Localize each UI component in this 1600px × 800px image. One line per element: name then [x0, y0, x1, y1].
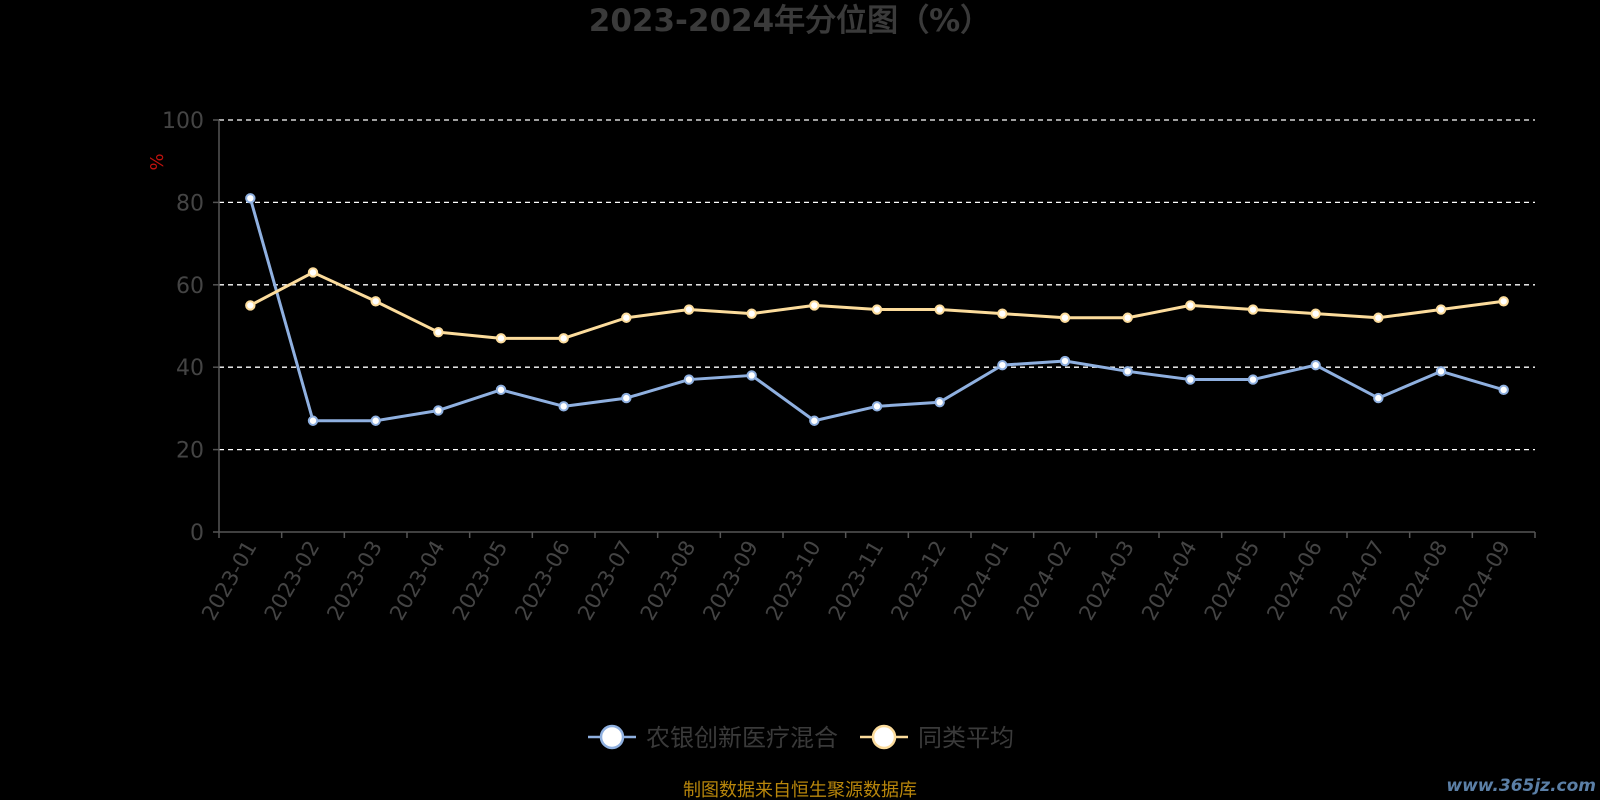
x-tick-label: 2024-07 [1325, 537, 1390, 625]
data-point [683, 374, 695, 385]
x-tick-label: 2023-01 [197, 537, 262, 625]
data-point [871, 304, 883, 315]
x-tick-label: 2023-10 [761, 537, 826, 625]
data-point [307, 267, 319, 278]
x-tick-label: 2023-09 [698, 537, 763, 625]
chart-title: 2023-2024年分位图（%） [589, 3, 992, 39]
x-tick-label: 2024-05 [1200, 537, 1265, 625]
y-tick-label: 100 [162, 109, 204, 134]
legend-item-1[interactable]: 同类平均 [860, 724, 1014, 752]
x-tick-label: 2023-08 [636, 537, 701, 625]
data-point [809, 415, 820, 426]
legend-label: 同类平均 [918, 724, 1014, 752]
data-point [433, 326, 444, 338]
data-point [1122, 312, 1133, 323]
x-tick-label: 2023-07 [573, 537, 638, 625]
x-tick-label: 2023-11 [824, 537, 889, 625]
data-source-note: 制图数据来自恒生聚源数据库 [683, 780, 917, 800]
x-tick-label: 2024-08 [1388, 537, 1453, 625]
data-point [683, 304, 695, 315]
x-tick-label: 2023-04 [385, 537, 450, 625]
data-point [1310, 359, 1321, 371]
data-point [621, 392, 632, 404]
watermark: www.365jz.com [1446, 776, 1596, 796]
data-point [245, 193, 256, 204]
legend-marker [599, 724, 625, 750]
data-point [558, 401, 569, 412]
axes [213, 119, 1536, 538]
data-point [495, 384, 507, 396]
x-tick-label: 2024-01 [949, 537, 1014, 625]
data-point [1122, 366, 1133, 377]
data-point [495, 333, 507, 344]
data-point [370, 296, 381, 307]
data-point [1059, 355, 1071, 367]
data-point [370, 415, 381, 426]
grid-lines [219, 119, 1535, 451]
y-tick-label: 20 [176, 439, 204, 464]
series-group [245, 193, 1509, 426]
y-axis-unit-label: % [147, 153, 168, 170]
data-point [1373, 312, 1384, 323]
x-tick-label: 2023-06 [510, 537, 575, 625]
y-tick-label: 40 [176, 356, 204, 381]
x-tick-label: 2023-03 [322, 537, 387, 625]
data-point [746, 370, 757, 381]
x-tick-label: 2024-04 [1137, 537, 1202, 625]
x-tick-label: 2023-12 [886, 537, 951, 625]
data-point [1247, 374, 1259, 385]
data-point [307, 415, 319, 426]
x-tick-label: 2023-05 [448, 537, 513, 625]
data-point [1310, 308, 1321, 319]
x-axis-ticks: 2023-012023-022023-032023-042023-052023-… [197, 537, 1515, 625]
x-tick-label: 2024-02 [1012, 537, 1077, 625]
legend-item-0[interactable]: 农银创新医疗混合 [588, 724, 838, 752]
data-point [871, 401, 883, 412]
legend[interactable]: 农银创新医疗混合 同类平均 [588, 724, 1014, 752]
x-tick-label: 2024-03 [1074, 537, 1139, 625]
data-point [1185, 300, 1196, 311]
data-point [997, 308, 1008, 319]
data-point [1373, 392, 1384, 404]
x-tick-label: 2023-02 [260, 537, 325, 625]
data-point [934, 304, 945, 315]
x-tick-label: 2024-09 [1450, 537, 1515, 625]
data-point [245, 300, 256, 311]
series-1 [245, 267, 1509, 344]
data-point [558, 333, 569, 344]
data-point [1185, 374, 1196, 385]
x-tick-label: 2024-06 [1262, 537, 1327, 625]
data-point [997, 359, 1008, 371]
data-point [1435, 304, 1447, 315]
data-point [1498, 384, 1509, 396]
y-axis-ticks: 0 20 40 60 80 100 [162, 109, 204, 546]
data-point [934, 397, 945, 408]
y-tick-label: 60 [176, 274, 204, 299]
data-point [433, 405, 444, 416]
data-point [1059, 312, 1071, 323]
data-point [1247, 304, 1259, 315]
data-point [1498, 296, 1509, 307]
data-point [1435, 366, 1447, 377]
legend-label: 农银创新医疗混合 [646, 724, 838, 752]
data-point [746, 308, 757, 319]
data-point [809, 300, 820, 311]
y-tick-label: 0 [190, 521, 204, 546]
legend-marker [871, 724, 897, 750]
series-0 [245, 193, 1509, 426]
y-tick-label: 80 [176, 191, 204, 216]
data-point [621, 312, 632, 323]
